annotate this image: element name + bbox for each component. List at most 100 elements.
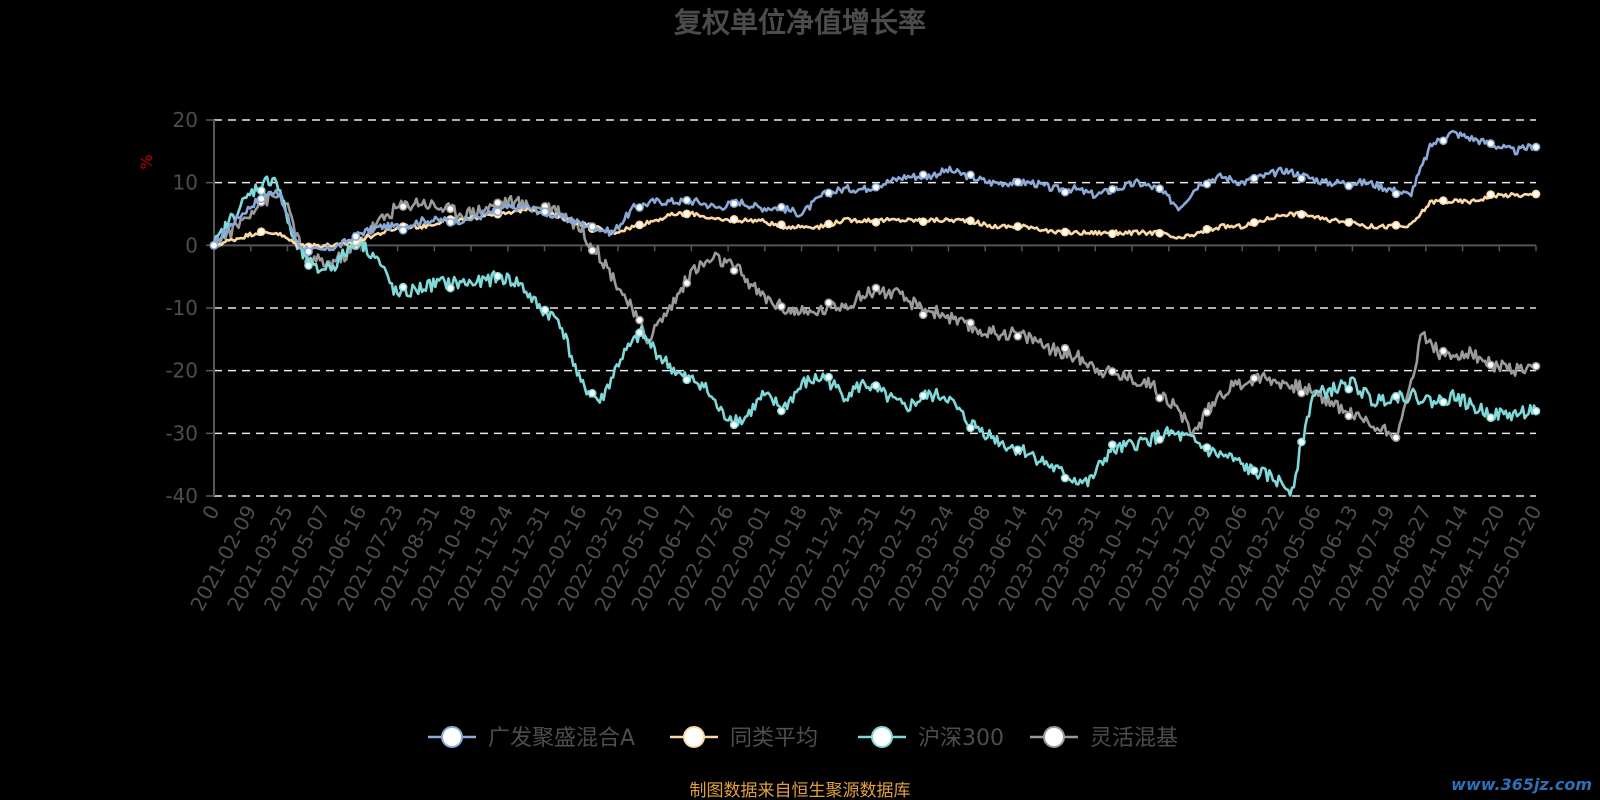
series-point	[729, 215, 739, 224]
y-axis-ticks: -40 -30 -20 -10 0 10 20	[165, 108, 214, 508]
legend-marker	[441, 726, 463, 748]
grid-lines	[214, 119, 1536, 497]
legend-marker	[683, 726, 705, 748]
series-point	[1155, 435, 1164, 444]
y-tick-label: -40	[165, 484, 198, 508]
series-point	[635, 328, 644, 338]
series-point	[777, 220, 786, 230]
legend-marker	[871, 726, 893, 748]
series-point	[635, 203, 644, 212]
series-point	[1013, 177, 1023, 187]
series-group	[209, 129, 1541, 497]
series-point	[1249, 218, 1259, 227]
series-point	[1013, 331, 1023, 341]
series-point	[1108, 440, 1117, 450]
series-point	[1108, 184, 1117, 194]
series-point	[777, 406, 786, 416]
series-point	[1531, 189, 1541, 199]
series-point	[824, 219, 834, 229]
series-point	[493, 271, 503, 281]
series-point	[1486, 413, 1495, 422]
y-tick-label: -30	[165, 421, 198, 445]
series-point	[304, 247, 313, 257]
series-point	[918, 391, 928, 401]
source-note: 制图数据来自恒生聚源数据库	[690, 781, 911, 800]
series-point	[635, 315, 644, 325]
series-point	[446, 218, 455, 227]
series-point	[635, 220, 644, 230]
series-point	[446, 204, 455, 214]
series-point	[587, 388, 597, 398]
series-point	[1249, 173, 1259, 183]
series-point	[871, 381, 881, 390]
series-point	[966, 170, 975, 180]
series-point	[1297, 437, 1306, 447]
series-point	[1344, 384, 1354, 394]
series-point	[1202, 224, 1212, 234]
series-point	[398, 225, 408, 235]
series-point	[871, 283, 881, 293]
series-point	[918, 217, 928, 227]
series-point	[1108, 229, 1117, 239]
series-point	[1486, 360, 1495, 370]
series-point	[1297, 210, 1306, 219]
series-point	[1531, 361, 1541, 371]
series-point	[729, 199, 739, 208]
y-tick-label: -10	[165, 296, 198, 320]
series-point	[1060, 473, 1070, 483]
series-point	[1202, 407, 1212, 417]
series-point	[1013, 222, 1023, 231]
series-point	[824, 372, 834, 382]
legend-label: 广发聚盛混合A	[488, 726, 635, 751]
series-point	[871, 182, 881, 192]
series-point	[1344, 411, 1354, 421]
series-point	[398, 282, 408, 292]
series-point	[351, 232, 361, 241]
series-point	[966, 423, 975, 433]
legend: 广发聚盛混合A 同类平均 沪深300 灵活混基	[428, 726, 1178, 751]
legend-label: 同类平均	[730, 726, 818, 751]
series-point	[493, 207, 503, 217]
series-point	[1438, 346, 1448, 356]
series-point	[1344, 218, 1354, 227]
series-point	[871, 217, 881, 227]
series-point	[966, 318, 975, 328]
y-tick-label: -20	[165, 359, 198, 383]
series-point	[256, 227, 266, 237]
series-point	[1249, 373, 1259, 383]
series-point	[1531, 406, 1541, 416]
series-point	[729, 420, 739, 430]
series-point	[1202, 443, 1212, 452]
series-point	[1486, 190, 1495, 199]
series-point	[1297, 388, 1306, 398]
series-point	[729, 266, 739, 275]
series-point	[1438, 397, 1448, 407]
x-axis-ticks: 02021-02-092021-03-252021-05-072021-06-1…	[185, 245, 1546, 615]
series-point	[1249, 466, 1259, 476]
series-point	[540, 305, 550, 315]
series-point	[540, 207, 550, 217]
series-point	[209, 240, 219, 250]
y-tick-label: 20	[173, 108, 198, 132]
series-point	[1202, 179, 1212, 189]
series-point	[1391, 391, 1401, 401]
series-point	[1438, 196, 1448, 205]
series-point	[824, 188, 834, 198]
series-point	[1391, 220, 1401, 230]
y-tick-label: 10	[173, 171, 198, 195]
series-point	[682, 195, 692, 205]
series-point	[398, 202, 408, 211]
series-point	[256, 186, 266, 196]
series-point	[1438, 136, 1448, 146]
legend-marker	[1043, 726, 1065, 748]
series-point	[1060, 227, 1070, 237]
series-point	[1013, 445, 1023, 455]
series-point	[1060, 187, 1070, 197]
x-tick-label: 0	[197, 501, 224, 524]
series-point	[1108, 367, 1117, 376]
series-point	[1391, 433, 1401, 442]
series-point	[587, 246, 597, 255]
series-point	[1344, 181, 1354, 191]
series-point	[1531, 142, 1541, 152]
